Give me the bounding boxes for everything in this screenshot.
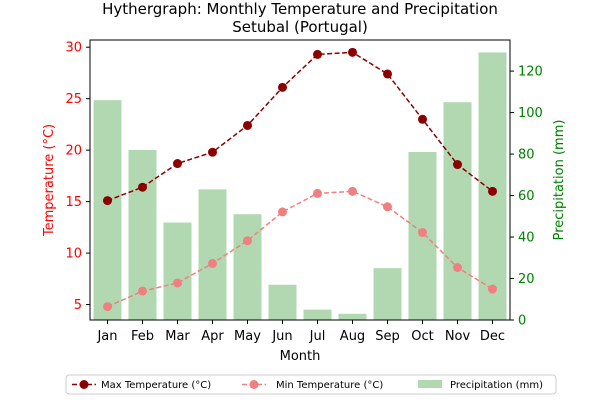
y-left-tick-label-15: 15: [65, 195, 82, 210]
point-min-temperature-c-jan: [103, 302, 112, 312]
legend-marker-min-temperature: [249, 380, 259, 389]
point-min-temperature-c-aug: [348, 186, 357, 196]
legend-label-max-temperature: Max Temperature (°C): [101, 380, 211, 391]
point-min-temperature-c-may: [243, 236, 252, 246]
point-max-temperature-c-apr: [208, 147, 217, 157]
line-min-temperature-c: [107, 190, 493, 308]
point-max-temperature-c-sep: [383, 69, 392, 79]
point-min-temperature-c-mar: [173, 278, 182, 288]
bar-jan: [93, 100, 122, 320]
precipitation-bars: [93, 52, 507, 320]
y-left-tick-label-25: 25: [65, 92, 82, 107]
y-right-tick-label-80: 80: [518, 148, 535, 163]
point-max-temperature-c-mar: [173, 159, 182, 169]
bar-nov: [443, 102, 472, 320]
point-max-temperature-c-jun: [278, 82, 287, 92]
y-right-tick-label-20: 20: [518, 272, 535, 287]
point-min-temperature-c-nov: [453, 263, 462, 272]
chart-title: Hythergraph: Monthly Temperature and Pre…: [102, 0, 498, 18]
y-left-tick-label-10: 10: [65, 247, 82, 262]
point-min-temperature-c-apr: [208, 258, 217, 268]
y-axis-left: 5 10 15 20 25 30: [65, 41, 90, 313]
x-tick-label-oct: Oct: [411, 329, 433, 344]
x-tick-label-jan: Jan: [96, 329, 117, 344]
x-tick-label-apr: Apr: [201, 329, 224, 344]
y-axis-right: 0 20 40 60 80 100 120: [510, 65, 543, 329]
point-max-temperature-c-jan: [103, 196, 112, 206]
legend: Max Temperature (°C) Min Temperature (°C…: [65, 374, 557, 395]
y-right-tick-label-60: 60: [518, 189, 535, 204]
point-min-temperature-c-jul: [313, 188, 322, 198]
y-left-tick-label-5: 5: [74, 298, 82, 313]
point-max-temperature-c-oct: [418, 114, 427, 124]
point-min-temperature-c-jun: [278, 207, 287, 217]
chart-subtitle: Setubal (Portugal): [232, 18, 368, 36]
bar-aug: [338, 313, 367, 320]
x-axis-label: Month: [280, 349, 321, 364]
point-min-temperature-c-dec: [488, 284, 497, 294]
x-tick-label-mar: Mar: [165, 329, 190, 344]
legend-item-max-temperature: Max Temperature (°C): [72, 380, 211, 391]
x-tick-label-jun: Jun: [271, 329, 292, 344]
point-min-temperature-c-oct: [418, 228, 427, 237]
x-tick-label-feb: Feb: [131, 329, 154, 344]
x-axis: Jan Feb Mar Apr May Jun Jul Aug Sep Oct Nov Dec: [96, 320, 505, 344]
y-right-tick-label-40: 40: [518, 231, 535, 246]
y-axis-left-label: Temperature (°C): [42, 124, 57, 237]
x-tick-label-jul: Jul: [309, 329, 326, 344]
bar-jun: [268, 284, 297, 320]
point-max-temperature-c-dec: [488, 186, 497, 196]
legend-frame: [65, 374, 557, 395]
x-tick-label-may: May: [234, 329, 261, 344]
legend-label-precipitation: Precipitation (mm): [450, 380, 543, 391]
plot-area-frame: [89, 39, 511, 321]
point-max-temperature-c-nov: [453, 160, 462, 170]
legend-item-precipitation: Precipitation (mm): [418, 380, 543, 391]
line-max-temperature-c: [107, 51, 493, 202]
point-min-temperature-c-sep: [383, 202, 392, 212]
y-left-tick-label-20: 20: [65, 144, 82, 159]
point-max-temperature-c-feb: [138, 182, 147, 192]
legend-swatch-precipitation: [418, 380, 442, 388]
y-right-tick-label-120: 120: [518, 65, 543, 80]
y-axis-right-label: Precipitation (mm): [552, 120, 567, 241]
point-max-temperature-c-jul: [313, 49, 322, 59]
y-right-tick-label-0: 0: [518, 314, 526, 329]
legend-label-min-temperature: Min Temperature (°C): [276, 380, 383, 391]
y-right-tick-label-100: 100: [518, 106, 543, 121]
x-tick-label-nov: Nov: [445, 329, 471, 344]
bar-mar: [163, 222, 192, 320]
legend-item-min-temperature: Min Temperature (°C): [242, 380, 383, 391]
bar-jul: [303, 309, 332, 320]
x-tick-label-dec: Dec: [480, 329, 505, 344]
bar-apr: [198, 189, 227, 320]
point-max-temperature-c-may: [243, 120, 252, 130]
legend-marker-max-temperature: [79, 380, 89, 389]
point-min-temperature-c-feb: [138, 286, 147, 296]
bar-may: [233, 214, 262, 320]
temperature-lines: [103, 47, 497, 312]
bar-dec: [478, 52, 507, 320]
x-tick-label-sep: Sep: [375, 329, 400, 344]
bar-sep: [373, 268, 402, 320]
point-max-temperature-c-aug: [348, 47, 357, 57]
x-tick-label-aug: Aug: [340, 329, 365, 344]
y-left-tick-label-30: 30: [65, 41, 82, 56]
